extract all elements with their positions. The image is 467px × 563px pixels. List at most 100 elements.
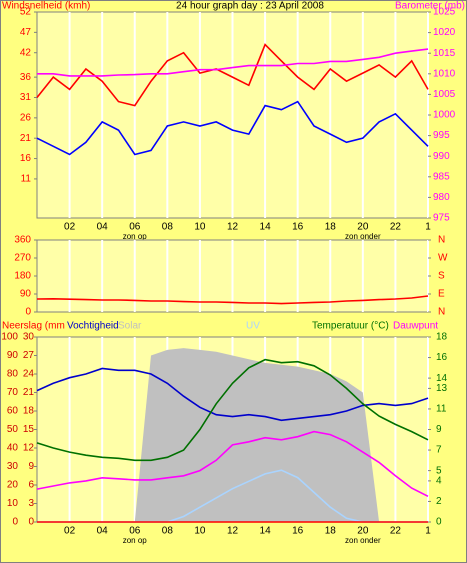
area — [37, 348, 428, 522]
line — [37, 48, 429, 77]
y-tick-label: S — [438, 271, 445, 282]
y-tick-label: 990 — [433, 151, 450, 162]
legend-entry: Vochtigheid — [67, 321, 119, 332]
y-tick-label: 3 — [28, 498, 34, 509]
y-tick-label: 36 — [20, 72, 32, 83]
x-tick-label: 22 — [390, 526, 402, 537]
x-tick-label: 06 — [129, 526, 141, 537]
x-tick-label: 20 — [357, 526, 369, 537]
x-tick-label: 18 — [325, 526, 337, 537]
annotation: zon onder — [345, 536, 381, 545]
y-tick-label: 13 — [436, 383, 448, 394]
y-tick-label: 80 — [7, 369, 19, 380]
y-tick-label: 18 — [436, 332, 448, 343]
legend-entry: UV — [246, 321, 260, 332]
x-tick-label: 14 — [260, 222, 272, 233]
y-tick-label: W — [438, 253, 448, 264]
x-tick-label: 02 — [64, 526, 76, 537]
y-tick-label: 100 — [1, 332, 18, 343]
y-tick-label: 0 — [12, 517, 18, 528]
x-tick-label: 02 — [64, 222, 76, 233]
y2-axis-label: Barometer (mb) — [395, 1, 465, 12]
x-tick-label: 08 — [162, 526, 174, 537]
y-tick-label: 15 — [23, 424, 35, 435]
x-tick-label: 12 — [227, 526, 239, 537]
y-tick-label: 1005 — [433, 89, 456, 100]
y-tick-label: 7 — [436, 445, 442, 456]
legend-entry: Temperatuur (°C) — [312, 321, 389, 332]
y-tick-label: 1015 — [433, 48, 456, 59]
x-tick-label: 06 — [129, 222, 141, 233]
y-tick-label: 90 — [7, 350, 19, 361]
line — [36, 295, 429, 305]
y-tick-label: 0 — [25, 307, 31, 318]
y-tick-label: 5 — [436, 465, 442, 476]
chart-title: 24 hour graph day : 23 April 2008 — [176, 1, 324, 12]
y-tick-label: 985 — [433, 171, 450, 182]
y-tick-label: 20 — [7, 480, 19, 491]
x-tick-label: 12 — [227, 222, 239, 233]
y-tick-label: 27 — [23, 350, 35, 361]
y-tick-label: 270 — [14, 253, 31, 264]
y-tick-label: 6 — [28, 480, 34, 491]
line — [36, 367, 429, 422]
y-tick-label: 30 — [23, 332, 35, 343]
y-tick-label: 30 — [7, 461, 19, 472]
y-tick-label: 31 — [20, 92, 32, 103]
y-tick-label: 2 — [436, 496, 442, 507]
x-tick-label: 20 — [357, 222, 369, 233]
y-tick-label: 21 — [20, 133, 32, 144]
x-tick-label: 22 — [390, 222, 402, 233]
y-tick-label: 24 — [23, 369, 35, 380]
y-tick-label: 26 — [20, 112, 32, 123]
x-tick-label: 04 — [97, 526, 109, 537]
legend-entry: Dauwpunt — [393, 321, 438, 332]
y-tick-label: E — [438, 289, 445, 300]
y-tick-label: 0 — [28, 517, 34, 528]
y-tick-label: 9 — [28, 461, 34, 472]
y-tick-label: N — [438, 235, 445, 246]
annotation: zon op — [123, 232, 148, 241]
line — [36, 358, 429, 462]
y-tick-label: 980 — [433, 192, 450, 203]
y-tick-label: 52 — [20, 7, 32, 18]
x-tick-label: 10 — [194, 526, 206, 537]
y-tick-label: N — [438, 307, 445, 318]
x-tick-label: 14 — [260, 526, 272, 537]
x-tick-label: 08 — [162, 222, 174, 233]
y-tick-label: 1010 — [433, 68, 456, 79]
y-tick-label: 14 — [436, 373, 448, 384]
y-tick-label: 60 — [7, 406, 19, 417]
y-tick-label: 180 — [14, 271, 31, 282]
line — [36, 43, 429, 107]
y-tick-label: 16 — [20, 153, 32, 164]
annotation: zon onder — [345, 232, 381, 241]
y-tick-label: 70 — [7, 387, 19, 398]
y-tick-label: 11 — [436, 404, 447, 415]
annotation: zon op — [123, 536, 148, 545]
y-tick-label: 10 — [7, 498, 19, 509]
x-tick-label: 1 — [425, 222, 431, 233]
x-tick-label: 1 — [425, 526, 431, 537]
x-tick-label: 18 — [325, 222, 337, 233]
x-tick-label: 16 — [292, 526, 304, 537]
y-tick-label: 9 — [436, 424, 442, 435]
y-tick-label: 16 — [436, 352, 448, 363]
y-tick-label: 40 — [7, 443, 19, 454]
y-tick-label: 21 — [23, 387, 35, 398]
y-tick-label: 11 — [21, 174, 32, 185]
y-tick-label: 12 — [23, 443, 35, 454]
x-tick-label: 04 — [97, 222, 109, 233]
y-tick-label: 90 — [20, 289, 32, 300]
x-tick-label: 16 — [292, 222, 304, 233]
y-tick-label: 1000 — [433, 110, 456, 121]
y-tick-label: 18 — [23, 406, 35, 417]
line — [36, 100, 429, 156]
y-tick-label: 1025 — [433, 7, 456, 18]
y-tick-label: 1020 — [433, 27, 456, 38]
y-tick-label: 995 — [433, 130, 450, 141]
y-tick-label: 50 — [7, 424, 19, 435]
y-tick-label: 4 — [436, 476, 442, 487]
y-tick-label: 47 — [20, 27, 32, 38]
